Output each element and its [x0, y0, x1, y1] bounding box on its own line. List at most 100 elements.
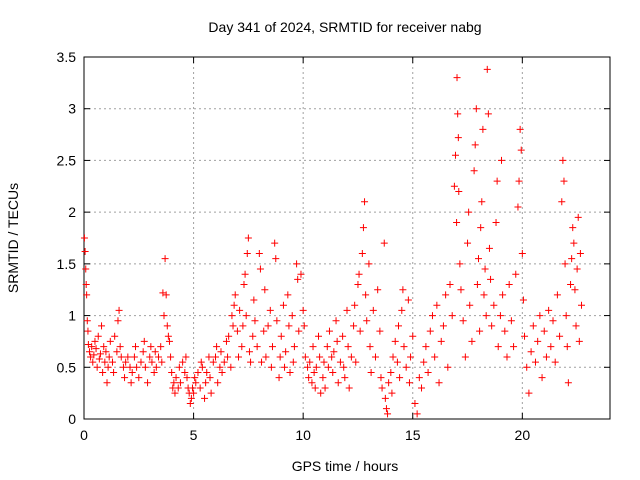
data-point [315, 332, 323, 340]
data-point [241, 270, 249, 278]
data-point [323, 343, 331, 351]
data-point [361, 198, 369, 206]
data-point [369, 306, 377, 314]
data-point [459, 317, 467, 325]
data-point [275, 374, 283, 382]
data-point [214, 379, 222, 387]
data-point [249, 332, 257, 340]
data-point [312, 363, 320, 371]
data-point [534, 337, 542, 345]
data-point [320, 358, 328, 366]
data-point [148, 358, 156, 366]
y-tick-label: 1.5 [57, 256, 77, 272]
data-point [207, 389, 215, 397]
data-point [578, 301, 586, 309]
data-point [359, 224, 367, 232]
data-point [306, 358, 314, 366]
data-point [317, 389, 325, 397]
data-point [81, 247, 89, 255]
data-point [310, 368, 318, 376]
data-point [568, 255, 576, 263]
data-point [264, 322, 272, 330]
data-point [127, 379, 135, 387]
data-point [206, 374, 214, 382]
data-point [80, 234, 88, 242]
data-point [571, 286, 579, 294]
data-point [471, 141, 479, 149]
data-point [94, 332, 102, 340]
data-point [266, 306, 274, 314]
data-point [235, 353, 243, 361]
data-point [334, 379, 342, 387]
data-point [476, 327, 484, 335]
data-point [183, 374, 191, 382]
data-point [216, 363, 224, 371]
data-point [466, 301, 474, 309]
data-point [300, 322, 308, 330]
data-points [80, 65, 586, 418]
data-point [167, 353, 175, 361]
data-point [516, 125, 524, 133]
data-point [113, 348, 121, 356]
data-point [139, 348, 147, 356]
data-point [225, 332, 233, 340]
data-point [531, 358, 539, 366]
data-point [124, 353, 132, 361]
data-point [515, 177, 523, 185]
x-axis-label: GPS time / hours [292, 458, 399, 474]
data-point [510, 343, 518, 351]
data-point [527, 348, 535, 356]
data-point [473, 281, 481, 289]
data-point [271, 239, 279, 247]
data-point [117, 353, 125, 361]
data-point [273, 317, 281, 325]
data-point [242, 312, 250, 320]
data-point [344, 343, 352, 351]
data-point [160, 312, 168, 320]
data-point [329, 368, 337, 376]
data-point [98, 322, 106, 330]
data-point [512, 270, 520, 278]
data-point [251, 317, 259, 325]
data-point [168, 368, 176, 376]
data-point [562, 312, 570, 320]
data-point [507, 317, 515, 325]
data-point [333, 337, 341, 345]
data-point [157, 343, 165, 351]
data-point [101, 358, 109, 366]
data-point [150, 368, 158, 376]
data-point [261, 286, 269, 294]
data-point [575, 337, 583, 345]
data-point [448, 312, 456, 320]
data-point [328, 353, 336, 361]
data-point [488, 322, 496, 330]
data-point [570, 239, 578, 247]
data-point [404, 296, 412, 304]
data-point [426, 327, 434, 335]
data-point [536, 312, 544, 320]
data-point [424, 368, 432, 376]
data-point [395, 322, 403, 330]
data-point [409, 332, 417, 340]
data-point [484, 110, 492, 118]
data-point [324, 363, 332, 371]
data-point [162, 291, 170, 299]
data-point [415, 374, 423, 382]
data-point [161, 255, 169, 263]
data-point [121, 374, 129, 382]
data-point [213, 343, 221, 351]
data-point [366, 343, 374, 351]
data-point [435, 379, 443, 387]
data-point [352, 358, 360, 366]
data-point [316, 353, 324, 361]
data-point [402, 363, 410, 371]
data-point [453, 74, 461, 82]
data-point [321, 384, 329, 392]
y-tick-label: 2.5 [57, 152, 77, 168]
data-point [282, 348, 290, 356]
data-point [365, 260, 373, 268]
data-point [377, 374, 385, 382]
data-point [418, 384, 426, 392]
data-point [171, 389, 179, 397]
